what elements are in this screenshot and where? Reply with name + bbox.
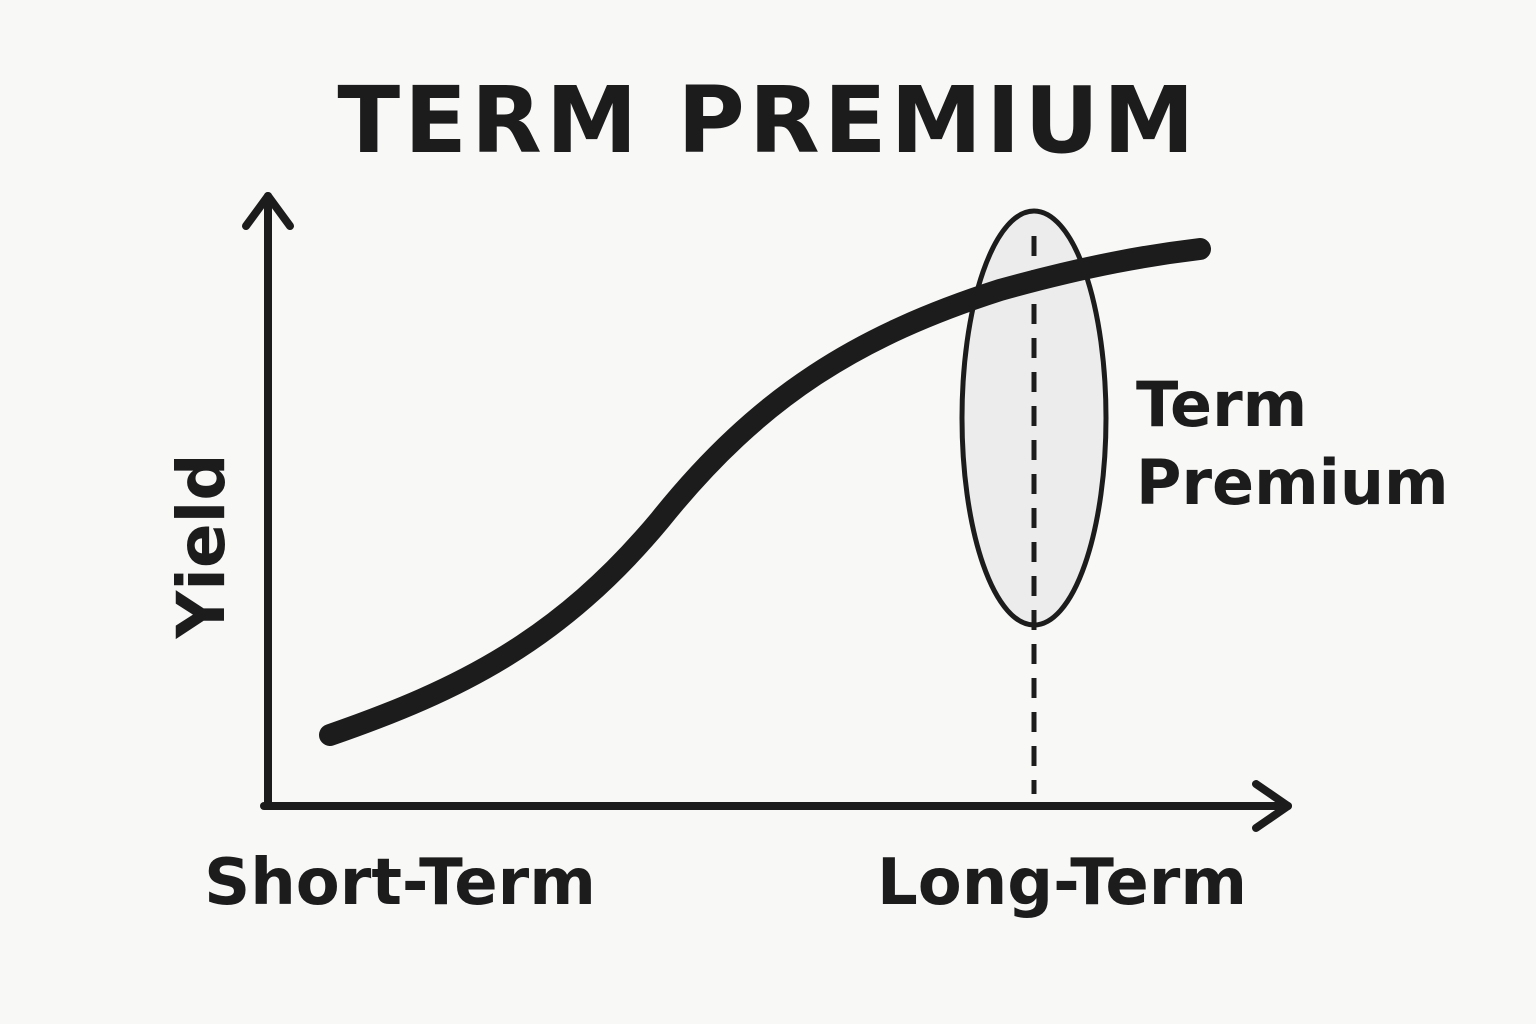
x-axis-label-end: Long-Term — [877, 846, 1247, 920]
y-axis-label: Yield — [163, 453, 240, 639]
annotation-line-1: Term — [1136, 368, 1307, 441]
annotation-line-2: Premium — [1136, 446, 1449, 519]
y-axis — [242, 192, 294, 810]
x-axis — [260, 780, 1292, 832]
y-axis-arrowhead — [242, 192, 294, 230]
x-axis-arrowhead — [1252, 780, 1292, 832]
yield-curve — [319, 238, 1211, 746]
diagram-title: TERM PREMIUM — [337, 67, 1198, 174]
x-axis-label-start: Short-Term — [204, 846, 596, 920]
